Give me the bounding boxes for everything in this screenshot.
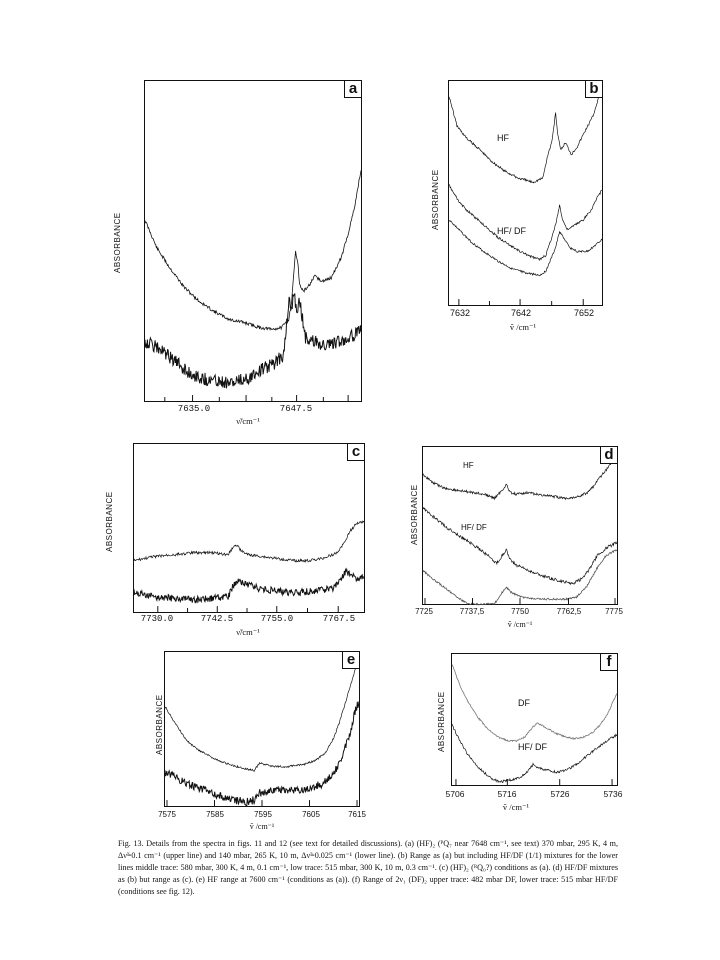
panel-c-plot-frame: c (133, 443, 365, 613)
panel-a-tick-label: 7647.5 (279, 404, 313, 414)
panel-e-upper-trace (164, 659, 360, 773)
panel-c-tick-label: 7742.5 (200, 614, 234, 624)
panel-c-tick-label: 7767.5 (322, 614, 356, 624)
panel-d-tick-label: 7725 (415, 607, 433, 616)
panel-f-df-label: DF (518, 698, 530, 708)
panel-c-tick-label: 7730.0 (140, 614, 174, 624)
panel-e-x-axis-label: ṽ /cm⁻¹ (249, 822, 275, 831)
panel-a-y-axis-label: ABSORBANCE (113, 212, 122, 273)
panel-b-x-axis-label: ṽ /cm⁻¹ (509, 322, 537, 332)
panel-c-lower-trace (133, 567, 365, 604)
panel-b-lower-trace (448, 220, 603, 277)
panel-a-tick-label: 7635.0 (177, 404, 211, 414)
panel-a-lower-trace (144, 292, 362, 389)
panel-b-tick-label: 7632 (449, 308, 471, 318)
panel-a-letter: a (344, 80, 362, 98)
panel-f-y-axis-label: ABSORBANCE (437, 691, 446, 752)
panel-b-tick-label: 7652 (573, 308, 595, 318)
panel-d-hf-label: HF (463, 461, 474, 470)
panel-d-letter: d (600, 446, 618, 464)
panel-d-hf-df-label: HF/ DF (461, 523, 487, 532)
panel-f-tick-label: 5706 (445, 789, 465, 799)
panel-f-plot-frame: DF HF/ DF f (451, 653, 618, 786)
panel-d-upper-trace (422, 454, 618, 501)
panel-f-upper-trace (451, 664, 618, 743)
panel-d-tick-label: 7737,5 (459, 607, 485, 616)
panel-e-tick-label: 7585 (206, 810, 224, 819)
panel-e-tick-label: 7605 (302, 810, 320, 819)
panel-b-spectra (448, 88, 603, 305)
panel-d-plot-frame: HF HF/ DF d (422, 446, 618, 606)
panel-c-letter: c (347, 443, 365, 461)
panel-d-tick-label: 7762,5 (556, 607, 582, 616)
panel-a-plot-frame: a (144, 80, 362, 402)
panel-c-spectra (133, 520, 365, 612)
panel-f-spectra (451, 664, 618, 785)
panel-f-tick-label: 5726 (550, 789, 570, 799)
panel-a-upper-trace (144, 170, 362, 331)
panel-e-spectra (164, 659, 360, 807)
panel-b-hf-df-label: HF/ DF (497, 226, 526, 236)
panel-e-plot-frame: e (164, 651, 360, 807)
panel-f-lower-trace (451, 723, 618, 783)
panel-e-y-axis-label: ABSORBANCE (155, 694, 164, 755)
panel-f-x-axis-label: ṽ /cm⁻¹ (502, 802, 530, 812)
panel-c-x-axis-label: ν̃/cm⁻¹ (236, 627, 260, 637)
panel-d-tick-marks (424, 598, 616, 604)
panel-d-middle-trace (422, 506, 618, 586)
panel-c-tick-label: 7755.0 (260, 614, 294, 624)
panel-f-tick-label: 5736 (603, 789, 623, 799)
panel-c-y-axis-label: ABSORBANCE (105, 491, 114, 552)
panel-f-tick-label: 5716 (497, 789, 517, 799)
panel-b-plot-frame: HF HF/ DF b (448, 80, 603, 306)
panel-e-lower-trace (164, 701, 360, 807)
panel-b-upper-trace (448, 88, 603, 184)
panel-b-letter: b (585, 80, 603, 98)
figure-caption: Fig. 13. Details from the spectra in fig… (118, 839, 618, 897)
panel-e-tick-label: 7595 (254, 810, 272, 819)
panel-c-upper-trace (133, 520, 365, 563)
panel-f-hf-df-label: HF/ DF (518, 742, 547, 752)
panel-b-hf-label: HF (497, 133, 509, 143)
panel-f-letter: f (600, 653, 618, 671)
panel-a-x-axis-label: ν̃/cm⁻¹ (236, 416, 260, 426)
panel-d-spectra (422, 454, 618, 606)
panel-d-tick-label: 7775 (605, 607, 623, 616)
panel-b-middle-trace (448, 184, 603, 262)
panel-e-tick-marks (166, 800, 358, 806)
panel-b-y-axis-label: ABSORBANCE (431, 169, 440, 230)
panel-e-tick-label: 7615 (348, 810, 366, 819)
panel-b-tick-label: 7642 (510, 308, 532, 318)
panel-b-tick-marks (458, 299, 584, 305)
panel-e-letter: e (342, 651, 360, 669)
panel-a-spectra (144, 170, 362, 401)
panel-e-tick-label: 7575 (158, 810, 176, 819)
panel-c-tick-marks (157, 606, 339, 612)
panel-d-y-axis-label: ABSORBANCE (410, 484, 419, 545)
panel-d-x-axis-label: ṽ /cm⁻¹ (507, 620, 533, 629)
panel-a-tick-marks (164, 395, 349, 401)
panel-d-tick-label: 7750 (511, 607, 529, 616)
panel-d-lower-trace (422, 549, 618, 606)
panel-f-tick-marks (455, 779, 613, 785)
